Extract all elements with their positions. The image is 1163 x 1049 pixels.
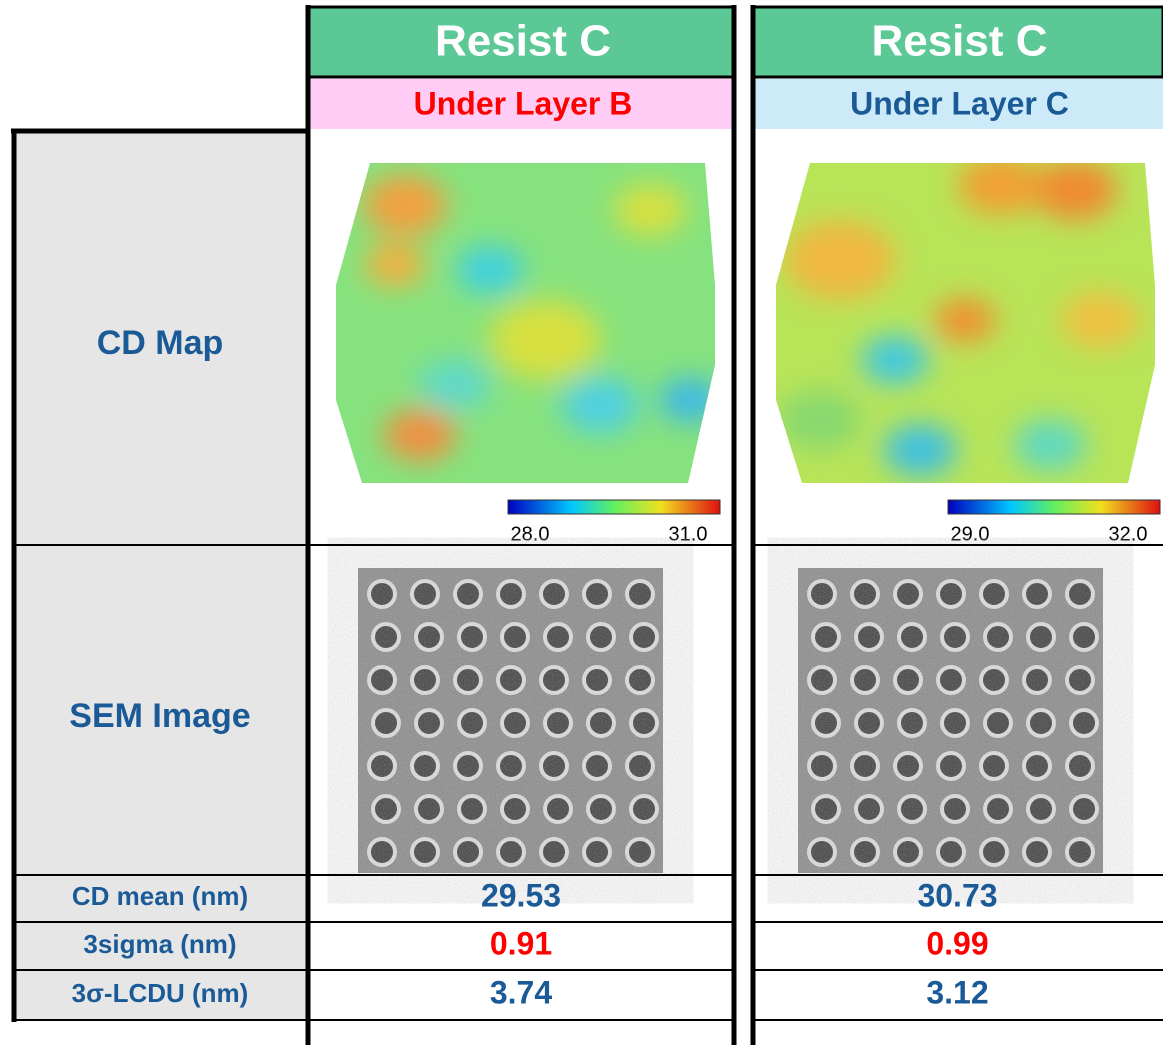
map-blob bbox=[364, 243, 426, 287]
colorbar bbox=[508, 500, 720, 514]
map-blob bbox=[1033, 160, 1117, 220]
resist-name: Resist C bbox=[435, 17, 611, 66]
map-blob bbox=[778, 390, 862, 450]
map-blob bbox=[561, 377, 639, 433]
map-blob bbox=[861, 336, 928, 384]
map-blob bbox=[384, 409, 457, 461]
cd-map bbox=[330, 160, 721, 490]
map-blob bbox=[934, 298, 996, 342]
resist-name: Resist C bbox=[871, 17, 1047, 66]
three-sigma: 0.99 bbox=[926, 925, 988, 961]
sem-noise bbox=[358, 568, 663, 873]
map-blob bbox=[884, 424, 957, 476]
map-blob bbox=[1014, 419, 1087, 471]
comparison-table: CD Map SEM Image CD mean (nm) 3sigma (nm… bbox=[0, 0, 1163, 1049]
map-blob bbox=[784, 220, 896, 300]
under-layer-name: Under Layer B bbox=[414, 85, 633, 121]
row-label: SEM Image bbox=[69, 697, 250, 735]
sem-image bbox=[358, 568, 663, 873]
map-blob bbox=[1061, 292, 1139, 348]
colorbar-max: 32.0 bbox=[1109, 523, 1148, 545]
lcdu: 3.74 bbox=[490, 974, 552, 1010]
map-blob bbox=[958, 155, 1042, 215]
map-blob bbox=[614, 184, 687, 236]
map-blob bbox=[419, 359, 492, 411]
colorbar-min: 29.0 bbox=[951, 523, 990, 545]
lcdu: 3.12 bbox=[926, 974, 988, 1010]
map-blob bbox=[489, 300, 601, 380]
map-blob bbox=[659, 378, 721, 422]
colorbar-min: 28.0 bbox=[511, 523, 550, 545]
cd-mean: 29.53 bbox=[481, 877, 561, 913]
cd-mean: 30.73 bbox=[917, 877, 997, 913]
page: CD Map SEM Image CD mean (nm) 3sigma (nm… bbox=[0, 0, 1163, 1049]
under-layer-name: Under Layer C bbox=[850, 85, 1069, 121]
sem-image bbox=[798, 568, 1103, 873]
map-blob bbox=[456, 246, 523, 294]
row-label: 3sigma (nm) bbox=[83, 929, 236, 959]
three-sigma: 0.91 bbox=[490, 925, 552, 961]
row-label: CD mean (nm) bbox=[72, 881, 248, 911]
cd-map bbox=[770, 155, 1160, 490]
map-blob bbox=[363, 175, 447, 235]
row-label: CD Map bbox=[97, 324, 224, 362]
row-label: 3σ-LCDU (nm) bbox=[72, 978, 249, 1008]
colorbar bbox=[948, 500, 1160, 514]
sem-noise bbox=[798, 568, 1103, 873]
colorbar-max: 31.0 bbox=[669, 523, 708, 545]
